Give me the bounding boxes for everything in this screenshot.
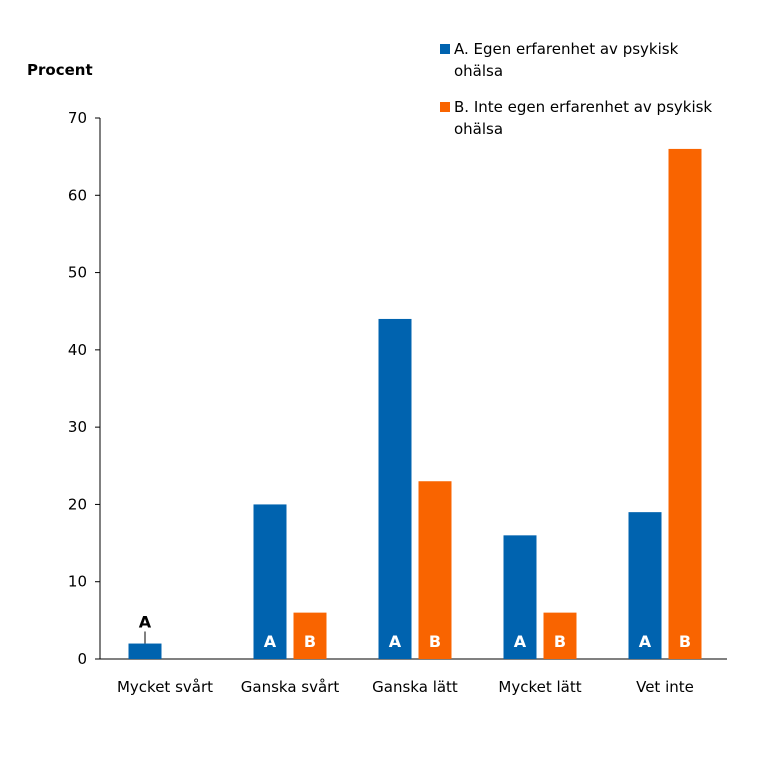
legend-label-a: A. Egen erfarenhet av psykisk ohälsa: [454, 40, 679, 80]
y-tick-label-60: 60: [68, 186, 87, 204]
bar-b-3: [543, 612, 577, 659]
x-tick-label-4: Vet inte: [636, 678, 694, 696]
bar-label-a-0: A: [139, 613, 152, 632]
bar-b-4: [668, 148, 702, 659]
y-tick-label-10: 10: [68, 573, 87, 591]
bar-label-a-2: A: [389, 632, 402, 651]
legend-item-b: B. Inte egen erfarenhet av psykisk ohäls…: [440, 96, 724, 140]
bar-label-b-2: B: [429, 632, 441, 651]
y-tick-label-70: 70: [68, 109, 87, 127]
bar-label-b-1: B: [304, 632, 316, 651]
y-axis-title: Procent: [27, 61, 93, 79]
x-tick-label-1: Ganska svårt: [241, 678, 340, 696]
bar-b-2: [418, 481, 452, 659]
legend-swatch-a: [440, 44, 450, 54]
legend-item-a: A. Egen erfarenhet av psykisk ohälsa: [440, 38, 724, 82]
legend-swatch-b: [440, 102, 450, 112]
x-tick-label-2: Ganska lätt: [372, 678, 458, 696]
bar-a-3: [503, 535, 537, 659]
x-tick-label-3: Mycket lätt: [498, 678, 581, 696]
bar-label-a-1: A: [264, 632, 277, 651]
bar-b-1: [293, 612, 327, 659]
bar-label-a-4: A: [639, 632, 652, 651]
legend-label-b: B. Inte egen erfarenhet av psykisk ohäls…: [454, 98, 713, 138]
bar-label-a-3: A: [514, 632, 527, 651]
y-tick-label-30: 30: [68, 418, 87, 436]
y-tick-label-0: 0: [77, 650, 87, 668]
bar-a-1: [253, 504, 287, 659]
bar-label-b-4: B: [679, 632, 691, 651]
bar-a-2: [378, 318, 412, 659]
y-tick-label-40: 40: [68, 341, 87, 359]
bar-a-4: [628, 512, 662, 659]
y-tick-label-50: 50: [68, 264, 87, 282]
bar-a-0: [128, 643, 162, 659]
y-tick-label-20: 20: [68, 495, 87, 513]
x-tick-label-0: Mycket svårt: [117, 678, 213, 696]
bar-label-b-3: B: [554, 632, 566, 651]
